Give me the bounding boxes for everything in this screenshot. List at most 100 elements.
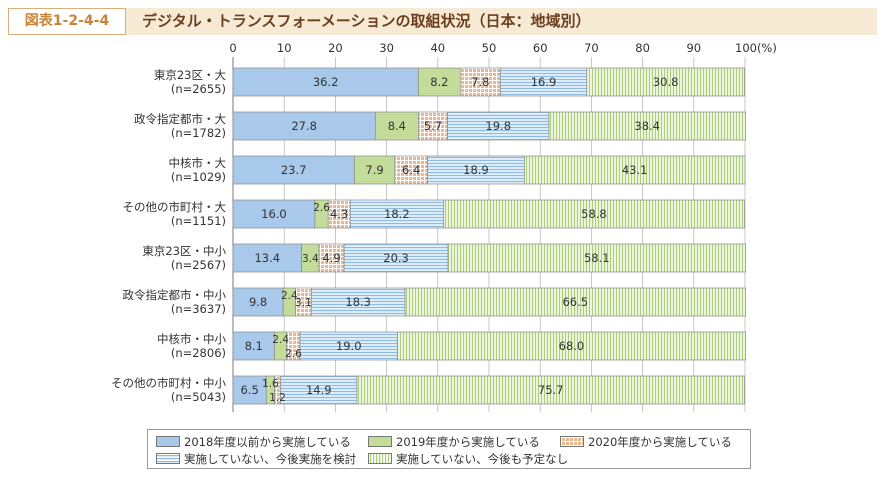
bar-segment	[586, 67, 745, 97]
x-tick-label: 100(%)	[735, 41, 777, 55]
x-tick-label: 20	[328, 41, 343, 55]
bar-segment	[232, 111, 376, 141]
x-tick-label: 60	[533, 41, 548, 55]
bar-segment	[548, 111, 746, 141]
category-label: (n=1782)	[171, 126, 226, 140]
legend-swatch	[156, 453, 180, 464]
data-label: 4.9	[322, 251, 340, 265]
data-label: 38.4	[634, 119, 660, 133]
category-label: 東京23区・中小	[142, 244, 226, 258]
legend-swatch	[156, 436, 180, 447]
legend-item-2019: 2019年度から実施している	[368, 434, 540, 450]
bar-segment	[447, 111, 550, 141]
bar-segment	[427, 155, 525, 185]
data-label: 1.2	[269, 392, 286, 404]
data-label: 14.9	[306, 383, 332, 397]
category-label: その他の市町村・中小	[111, 376, 226, 390]
bar-segment	[404, 287, 746, 317]
category-label: (n=5043)	[171, 390, 226, 404]
bar-segment	[447, 243, 746, 273]
data-label: 18.9	[463, 163, 489, 177]
bar-segment	[394, 155, 428, 185]
x-tick-label: 10	[277, 41, 292, 55]
data-label: 8.1	[245, 339, 263, 353]
bar-segment	[499, 67, 588, 97]
data-label: 6.5	[240, 383, 258, 397]
data-label: 13.4	[254, 251, 280, 265]
data-label: 5.7	[424, 119, 442, 133]
bar-segment	[343, 243, 449, 273]
x-tick-label: 70	[584, 41, 599, 55]
bar-segment	[523, 155, 746, 185]
data-label: 6.4	[402, 163, 420, 177]
category-label: その他の市町村・大	[123, 200, 227, 214]
title-banner	[8, 8, 877, 35]
x-tick-label: 40	[430, 41, 445, 55]
legend: 2018年度以前から実施している 2019年度から実施している 2020年度から…	[147, 429, 751, 469]
data-label: 16.9	[531, 75, 557, 89]
bar-segment	[232, 375, 267, 405]
data-label: 18.3	[345, 295, 371, 309]
legend-item-considering: 実施していない、今後実施を検討	[156, 451, 356, 467]
category-label: 中核市・大	[169, 156, 227, 170]
category-label: (n=1029)	[171, 170, 226, 184]
bar-segment	[232, 243, 302, 273]
data-label: 8.2	[430, 75, 448, 89]
bar-segment	[232, 287, 284, 317]
category-label: (n=2655)	[171, 82, 226, 96]
data-label: 2.4	[272, 334, 289, 346]
bar-segment	[353, 155, 396, 185]
bar-segment	[356, 375, 745, 405]
bar-segment	[443, 199, 745, 229]
category-label: 東京23区・大	[154, 68, 227, 82]
data-label: 2.4	[281, 290, 298, 302]
data-label: 43.1	[622, 163, 648, 177]
data-label: 68.0	[559, 339, 585, 353]
data-label: 19.8	[485, 119, 511, 133]
legend-swatch	[368, 453, 392, 464]
data-labels: 36.2 8.2 7.8 16.9 30.8 27.8 8.4 5.7 19.8 38.4 23.7…	[240, 75, 678, 404]
category-label: (n=2567)	[171, 258, 226, 272]
x-tick-label: 90	[686, 41, 701, 55]
data-label: 20.3	[383, 251, 409, 265]
bar-segment	[280, 375, 358, 405]
data-label: 66.5	[562, 295, 588, 309]
legend-label: 2019年度から実施している	[396, 435, 540, 449]
data-label: 18.2	[384, 207, 410, 221]
legend-item-2020: 2020年度から実施している	[560, 434, 732, 450]
data-label: 75.7	[538, 383, 564, 397]
x-axis-ticks: 0 10 20 30 40 50 60 70 80 90 100(%)	[229, 41, 777, 55]
data-label: 58.8	[581, 207, 607, 221]
legend-label: 2020年度から実施している	[588, 435, 732, 449]
bar-segment	[232, 155, 355, 185]
data-label: 19.0	[336, 339, 362, 353]
data-label: 27.8	[291, 119, 317, 133]
legend-swatch	[368, 436, 392, 447]
bar-segment	[318, 243, 345, 273]
data-label: 2.6	[285, 348, 302, 360]
data-label: 36.2	[313, 75, 339, 89]
figure-label: 図表1-2-4-4	[8, 8, 126, 35]
x-tick-label: 80	[635, 41, 650, 55]
legend-item-no-plan: 実施していない、今後も予定なし	[368, 451, 568, 467]
legend-label: 実施していない、今後も予定なし	[396, 452, 569, 466]
category-label: 政令指定都市・大	[134, 112, 226, 126]
data-label: 3.1	[295, 297, 312, 309]
legend-swatch	[560, 436, 584, 447]
category-label: (n=2806)	[171, 346, 226, 360]
data-label: 1.6	[262, 378, 279, 390]
data-label: 3.4	[302, 253, 319, 265]
x-tick-label: 30	[379, 41, 394, 55]
data-label: 30.8	[653, 75, 679, 89]
category-label: 政令指定都市・中小	[123, 288, 227, 302]
bars	[232, 67, 746, 405]
x-tick-label: 50	[482, 41, 497, 55]
bar-segment	[232, 199, 316, 229]
category-label: 中核市・中小	[157, 332, 226, 346]
data-label: 58.1	[584, 251, 610, 265]
bar-segment	[232, 67, 419, 97]
x-tick-label: 0	[229, 41, 236, 55]
category-labels: 東京23区・大(n=2655)政令指定都市・大(n=1782)中核市・大(n=1…	[111, 68, 226, 404]
category-label: (n=1151)	[171, 214, 226, 228]
chart-title: デジタル・トランスフォーメーションの取組状況（日本：地域別）	[142, 12, 591, 30]
